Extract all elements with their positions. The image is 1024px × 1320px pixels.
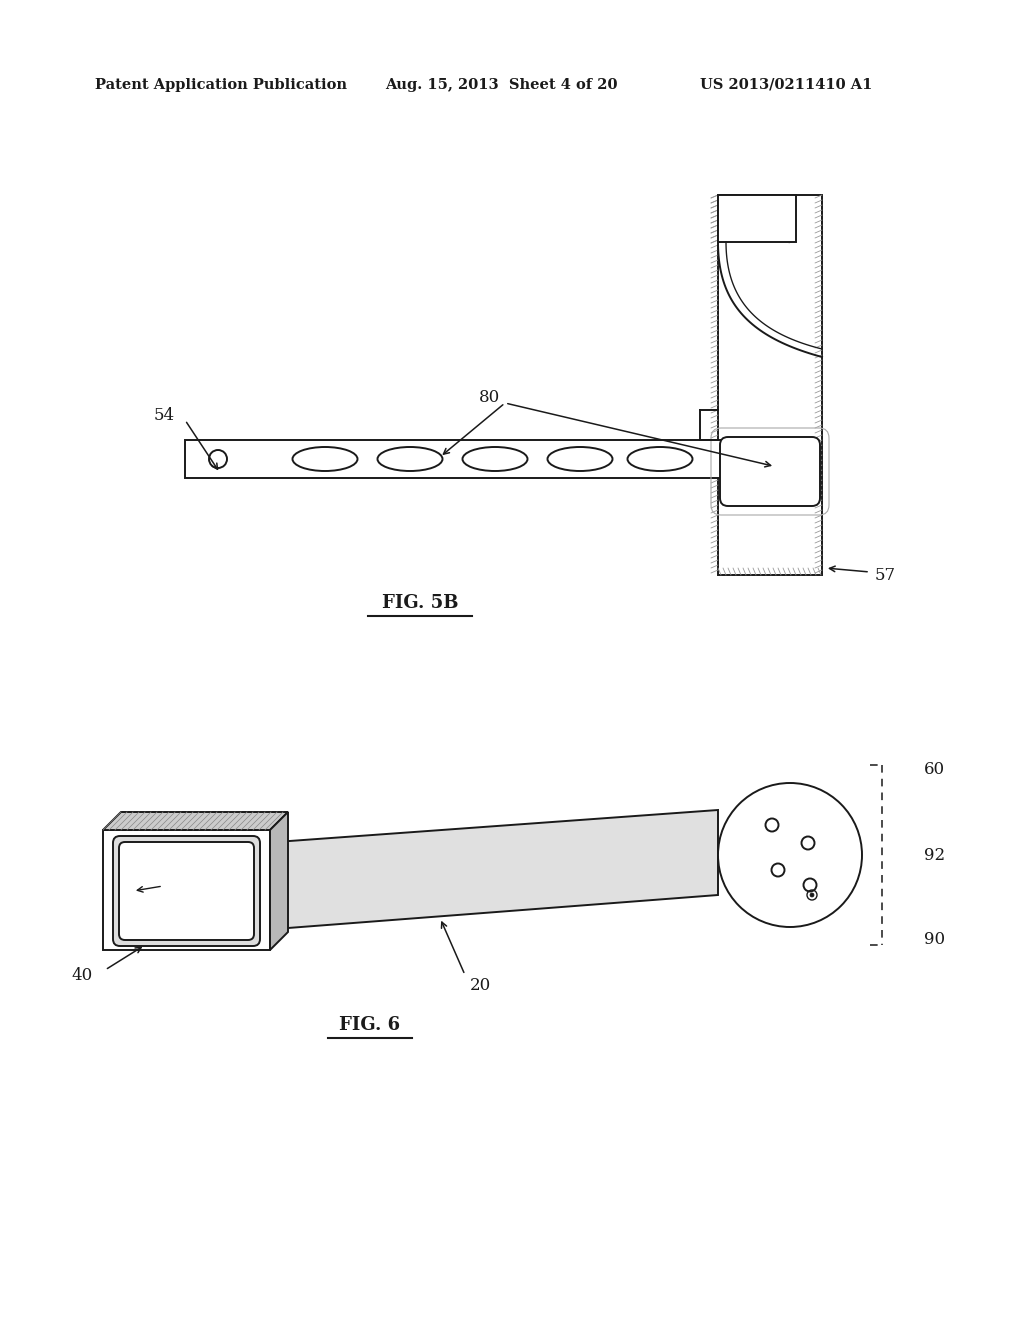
Text: 40: 40 [72, 966, 93, 983]
Polygon shape [718, 195, 796, 242]
Text: US 2013/0211410 A1: US 2013/0211410 A1 [700, 78, 872, 92]
Text: 60: 60 [924, 762, 945, 779]
Text: 90: 90 [924, 932, 945, 949]
Polygon shape [262, 810, 718, 931]
Ellipse shape [718, 783, 862, 927]
FancyBboxPatch shape [119, 842, 254, 940]
Polygon shape [103, 830, 270, 950]
Text: 20: 20 [469, 977, 490, 994]
Text: FIG. 6: FIG. 6 [339, 1016, 400, 1034]
Circle shape [810, 894, 814, 898]
Text: FIG. 5B: FIG. 5B [382, 594, 459, 612]
Polygon shape [718, 195, 822, 576]
Text: 92: 92 [924, 846, 945, 863]
Polygon shape [103, 812, 288, 830]
FancyBboxPatch shape [113, 836, 260, 946]
Polygon shape [185, 440, 745, 478]
Text: 80: 80 [479, 389, 500, 407]
Text: 57: 57 [874, 566, 896, 583]
Text: Patent Application Publication: Patent Application Publication [95, 78, 347, 92]
Polygon shape [270, 812, 288, 950]
Text: Aug. 15, 2013  Sheet 4 of 20: Aug. 15, 2013 Sheet 4 of 20 [385, 78, 617, 92]
FancyBboxPatch shape [720, 437, 820, 506]
Text: 54: 54 [154, 407, 175, 424]
